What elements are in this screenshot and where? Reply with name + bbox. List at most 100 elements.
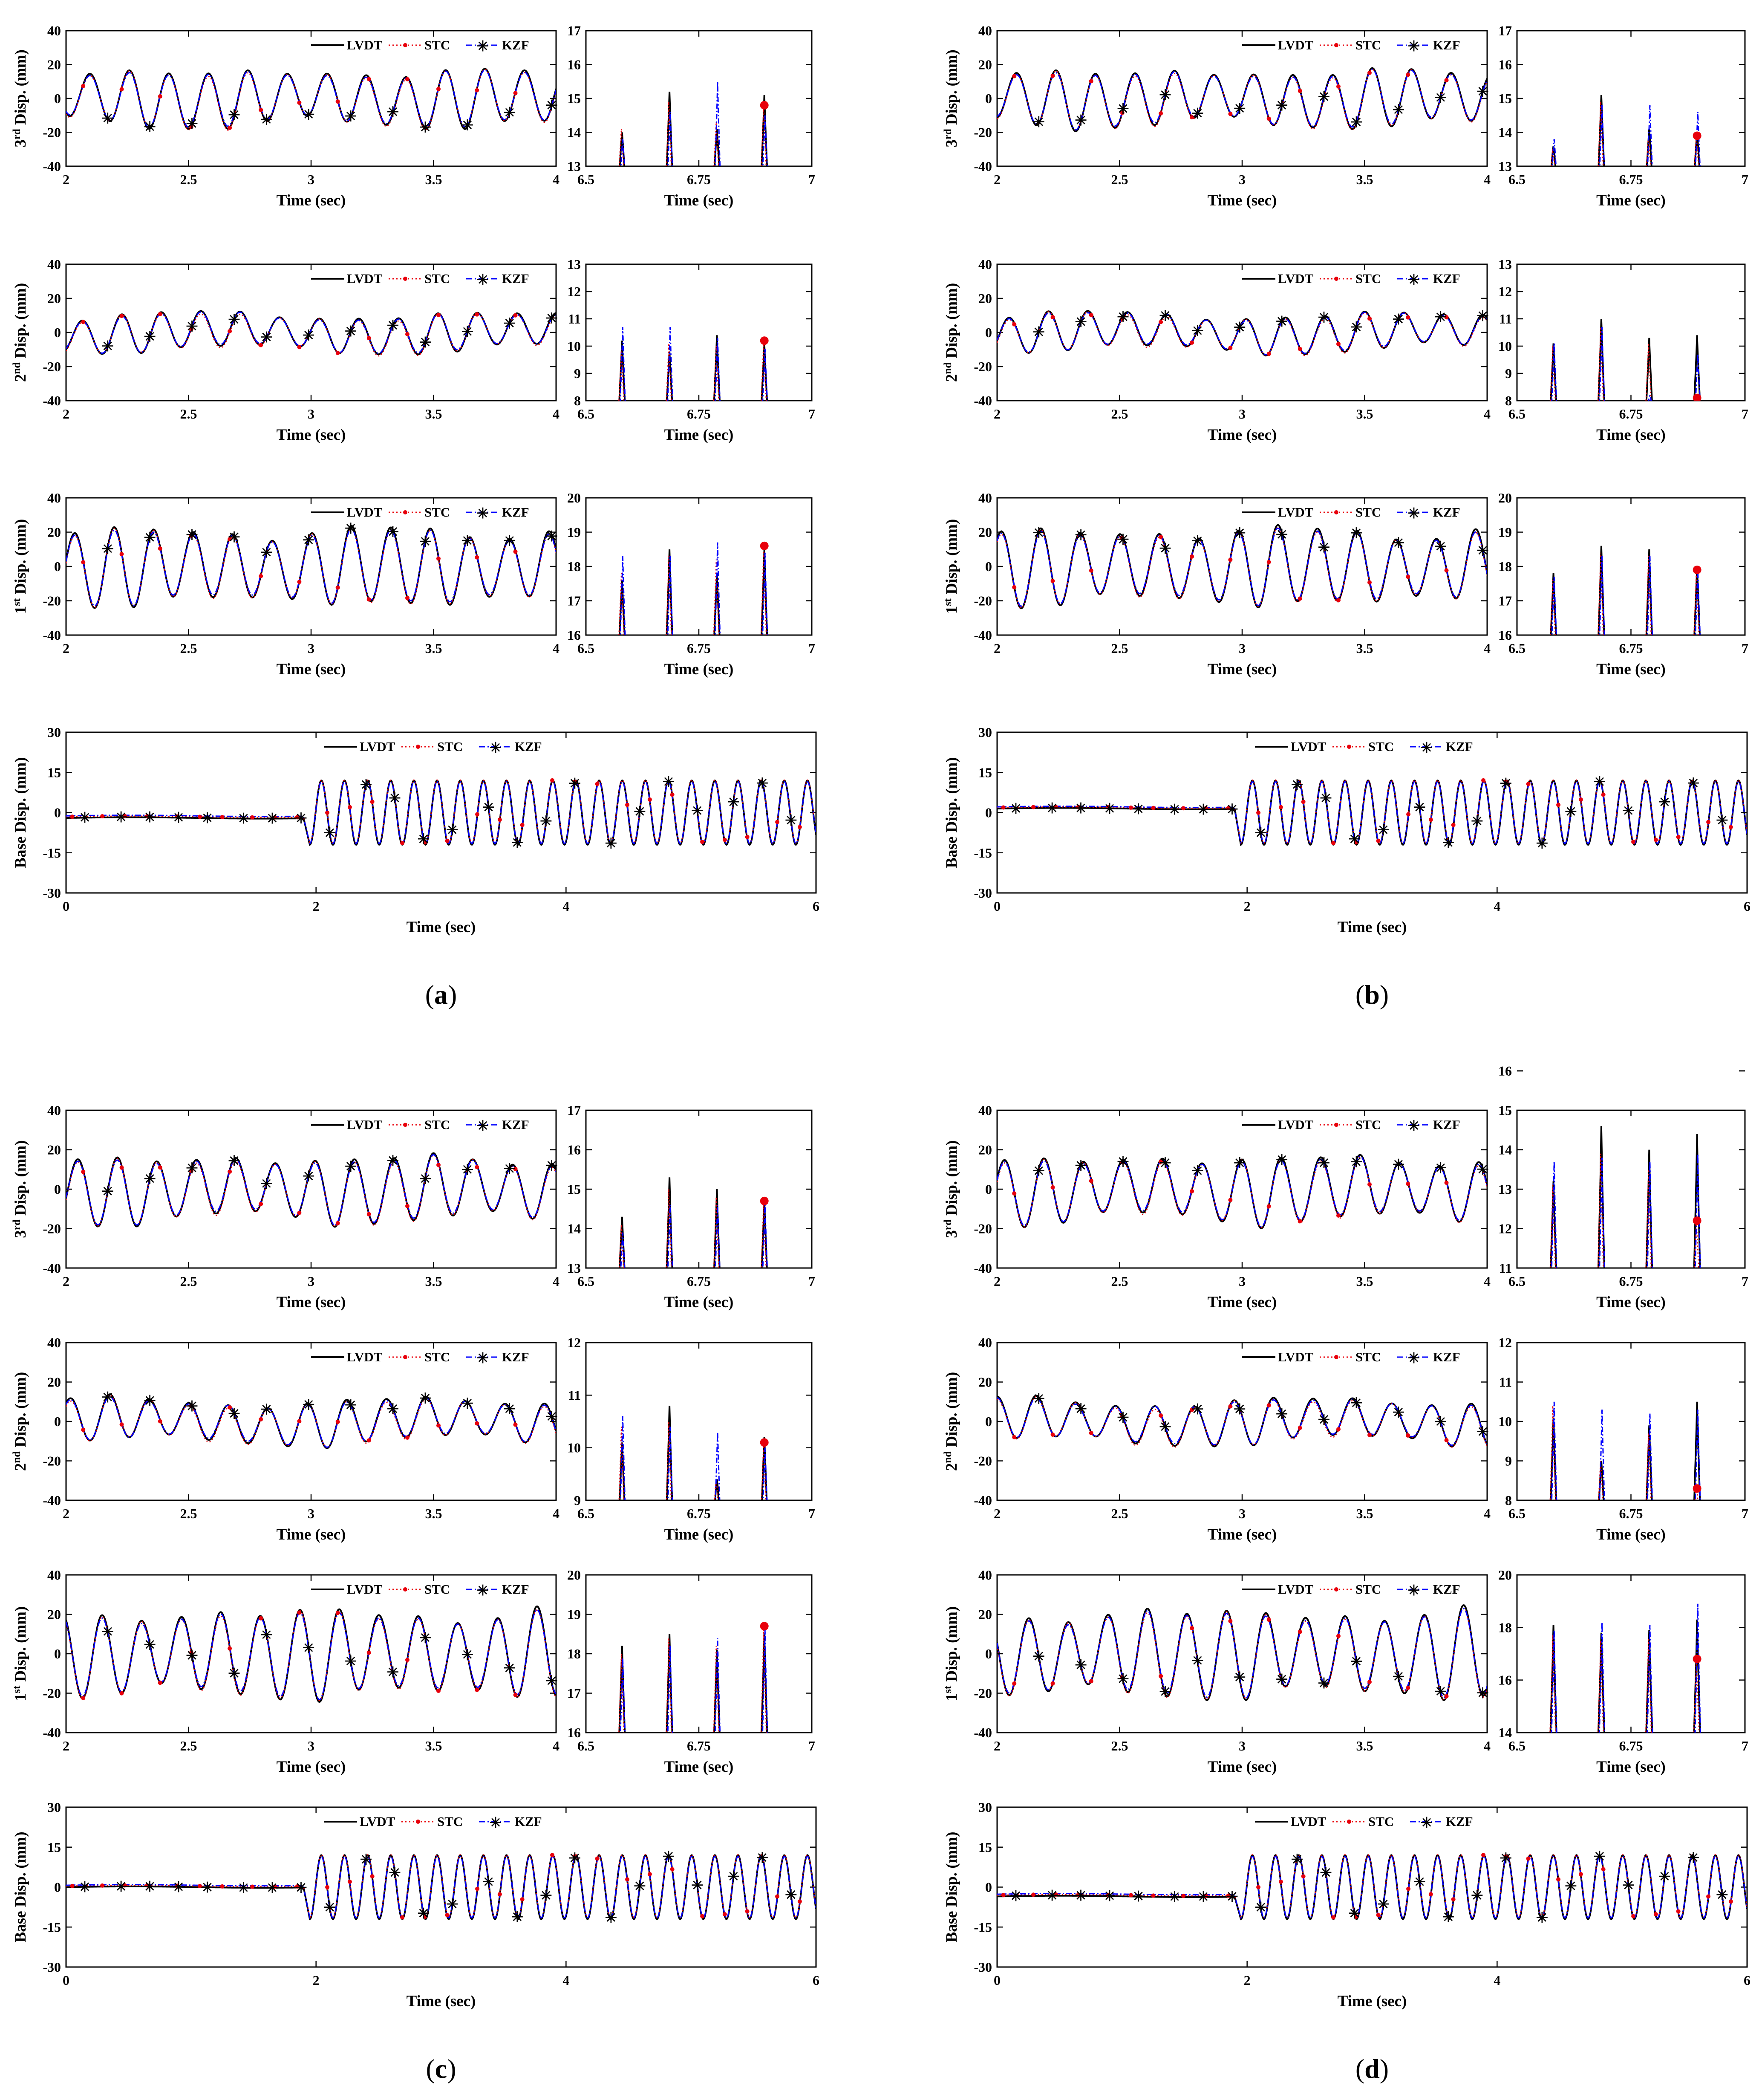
x-tick-label: 2.5 <box>1111 641 1128 656</box>
stc-marker <box>366 336 371 341</box>
zoom-peak-kzf <box>667 556 673 635</box>
y-axis-label-main: 1 <box>12 606 29 614</box>
stc-marker <box>760 1438 769 1447</box>
stc-marker <box>520 823 525 827</box>
zoom-peak-kzf <box>1694 1603 1701 1733</box>
legend-marker-stc <box>1334 510 1338 514</box>
y-tick-label: -30 <box>43 1959 61 1975</box>
y-tick-label: 30 <box>978 1800 992 1815</box>
legend-item-lvdt: LVDT <box>1242 1582 1314 1597</box>
legend-item-kzf: ✳ KZF <box>479 739 542 756</box>
kzf-marker: ✳ <box>345 1654 357 1670</box>
zoom-peak-stc <box>760 341 767 401</box>
x-tick-label: 4 <box>1484 172 1491 187</box>
zoom-peak-stc <box>1597 1153 1604 1268</box>
y-tick-label: -15 <box>974 845 992 861</box>
kzf-marker: ✳ <box>504 533 516 549</box>
stc-marker <box>1076 1892 1081 1897</box>
stc-marker <box>1676 835 1681 839</box>
x-tick-label: 7 <box>1742 1738 1748 1753</box>
stc-marker <box>325 1885 330 1889</box>
kzf-marker: ✳ <box>504 1401 516 1417</box>
y-axis-label: 3rd Disp. (mm) <box>942 1140 961 1238</box>
kzf-marker: ✳ <box>102 1184 114 1200</box>
y-tick-label: 15 <box>1498 91 1512 106</box>
stc-marker <box>335 99 340 104</box>
y-tick-label: 14 <box>1498 125 1512 140</box>
stc-marker <box>1301 800 1306 804</box>
base-plot-panel-d: 0 2 4 6 -30 -15 0 15 30 Time (sec) Base Disp. (mm)… <box>943 1800 1750 2010</box>
x-tick-label: 6.75 <box>1619 1274 1643 1289</box>
caption-letter: c <box>435 2054 447 2084</box>
y-tick-label: 0 <box>985 91 992 106</box>
caption-paren-close: ) <box>1380 2054 1389 2084</box>
stc-marker <box>405 332 409 337</box>
kzf-marker: ✳ <box>186 116 198 132</box>
stc-marker <box>647 1872 652 1877</box>
y-tick-label: 30 <box>47 1800 61 1815</box>
y-tick-label: 0 <box>54 1181 61 1197</box>
kzf-marker: ✳ <box>756 1851 769 1866</box>
series-kzf-line <box>997 1855 1747 1919</box>
x-tick-label: 3.5 <box>425 641 442 656</box>
legend-label-kzf: KZF <box>502 1349 529 1364</box>
stc-marker <box>1693 393 1701 401</box>
stc-marker <box>335 1419 340 1424</box>
x-axis-label: Time (sec) <box>1596 192 1666 209</box>
zoom-peak-stc <box>1549 1405 1556 1500</box>
y-axis-label-tail: Disp. (mm) <box>943 1372 960 1451</box>
stc-marker <box>228 1646 232 1651</box>
series-stc-line <box>997 1608 1487 1701</box>
kzf-marker: ✳ <box>345 109 357 124</box>
zoom-peak-stc <box>1549 1185 1556 1268</box>
kzf-marker: ✳ <box>785 813 797 829</box>
x-tick-label: 6.5 <box>577 641 594 656</box>
legend-item-kzf: ✳ KZF <box>1397 271 1460 288</box>
legend-item-stc: STC <box>401 1814 463 1829</box>
kzf-marker: ✳ <box>173 1880 185 1895</box>
kzf-marker: ✳ <box>144 1879 156 1895</box>
x-tick-label: 3.5 <box>425 1506 442 1521</box>
stc-marker <box>436 556 441 561</box>
stc-marker <box>119 314 124 318</box>
y-tick-label: 0 <box>54 1414 61 1429</box>
stc-marker <box>259 1417 263 1422</box>
stc-marker <box>670 792 675 797</box>
kzf-marker: ✳ <box>727 1869 740 1885</box>
caption-letter: d <box>1364 2054 1380 2084</box>
series-stc-line <box>997 1854 1747 1918</box>
kzf-marker: ✳ <box>303 328 315 344</box>
y-tick-label: -40 <box>974 1725 992 1740</box>
stc-marker <box>228 329 232 334</box>
y-axis-label: Base Disp. (mm) <box>943 1831 960 1942</box>
x-axis-label: Time (sec) <box>1208 1758 1277 1776</box>
kzf-marker: ✳ <box>1075 113 1087 129</box>
y-tick-label: 0 <box>985 1880 992 1895</box>
legend-item-lvdt: LVDT <box>1255 739 1327 754</box>
stc-marker <box>1190 554 1194 559</box>
zoom-peak-kzf <box>1551 1630 1557 1733</box>
kzf-marker: ✳ <box>1350 1395 1363 1411</box>
kzf-marker: ✳ <box>511 1910 524 1926</box>
kzf-marker: ✳ <box>1291 1852 1303 1868</box>
stc-marker <box>1120 1675 1125 1680</box>
stc-marker <box>475 1165 479 1170</box>
y-tick-label: -15 <box>43 845 61 861</box>
stc-marker <box>1367 316 1372 321</box>
x-tick-label: 2 <box>994 1738 1001 1753</box>
y-tick-label: -40 <box>974 627 992 643</box>
stc-marker <box>1481 778 1486 783</box>
stc-marker <box>1228 112 1233 116</box>
legend-marker-stc <box>403 510 407 514</box>
x-tick-label: 3 <box>308 1274 314 1289</box>
zoom-peak-kzf <box>1647 1413 1653 1500</box>
zoom-peak-lvdt <box>619 132 626 166</box>
stc-marker <box>1353 1915 1358 1919</box>
kzf-marker: ✳ <box>1276 1672 1288 1688</box>
kzf-marker: ✳ <box>419 120 432 136</box>
kzf-marker: ✳ <box>756 776 769 791</box>
series-kzf-line <box>66 1154 556 1226</box>
y-tick-label: -20 <box>974 1221 992 1236</box>
y-axis-label-main: 3 <box>943 139 960 147</box>
y-tick-label: 40 <box>47 1567 61 1583</box>
